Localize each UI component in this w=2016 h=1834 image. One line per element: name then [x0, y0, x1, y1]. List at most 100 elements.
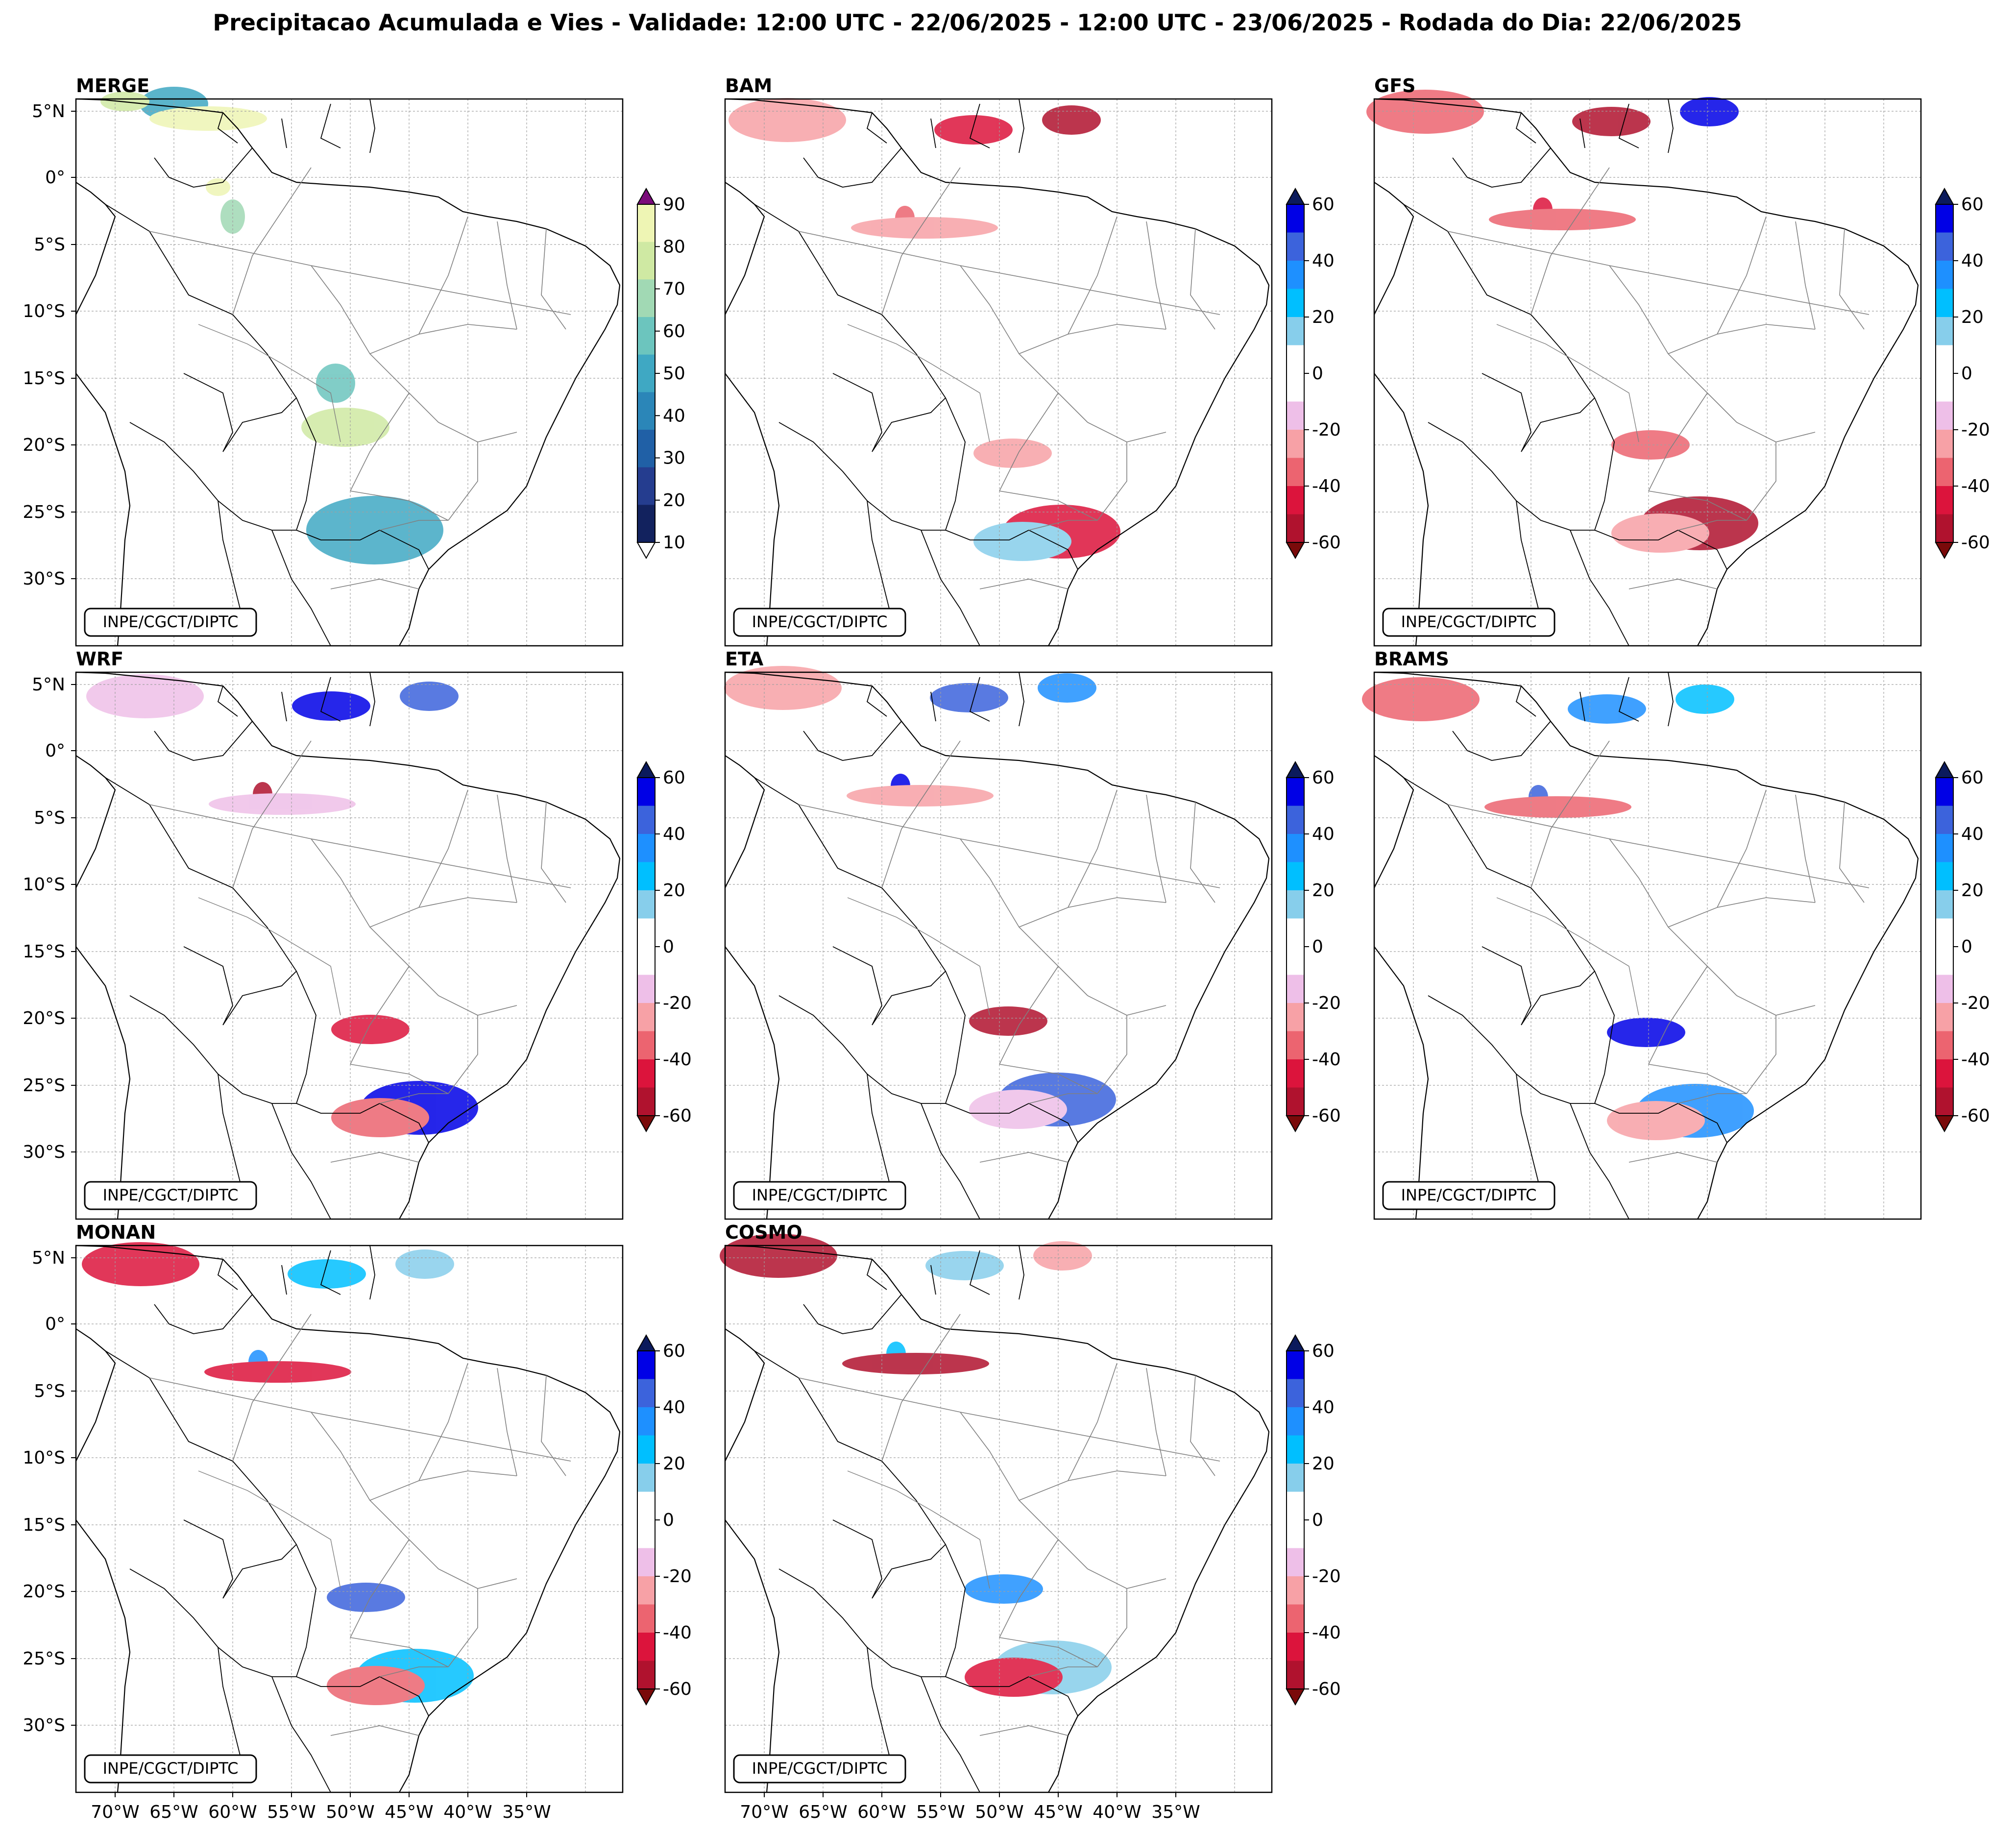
colorbar-tick-label: 20 [663, 490, 685, 511]
colorbar-tick-label: -60 [1961, 1106, 1990, 1126]
field-blob [209, 793, 356, 815]
field-blob [1680, 97, 1739, 126]
colorbar-tick-label: 0 [1961, 937, 1972, 957]
lon-tick-label: 70°W [740, 1802, 788, 1822]
watermark-text: INPE/CGCT/DIPTC [752, 1186, 888, 1204]
colorbar-segment [1287, 975, 1304, 1003]
field-blob [969, 1006, 1047, 1036]
lon-tick-label: 45°W [1034, 1802, 1082, 1822]
colorbar-tick-label: 20 [1961, 880, 1984, 901]
colorbar-segment [1287, 345, 1304, 374]
precip-field [729, 98, 1120, 561]
lat-tick-label: 0° [45, 1314, 65, 1334]
field-blob [400, 682, 459, 711]
lat-tick-label: 5°S [34, 808, 65, 828]
colorbar-segment [1936, 975, 1953, 1003]
colorbar-segment [1287, 1633, 1304, 1661]
colorbar-over-arrow [1935, 760, 1954, 778]
lat-tick-label: 5°N [32, 675, 65, 695]
colorbar-segment [637, 1379, 655, 1408]
colorbar-segment [637, 1548, 655, 1577]
panel-title: ETA [725, 648, 764, 670]
colorbar-segment [1936, 345, 1953, 374]
colorbar-segment [1936, 514, 1953, 543]
field-blob [973, 522, 1071, 561]
colorbar-segment [1287, 232, 1304, 261]
colorbar-under-arrow [1286, 1688, 1305, 1706]
colorbar-tick-label: 60 [663, 768, 685, 788]
map-frame [1373, 671, 1922, 1220]
colorbar-tick-label: 0 [1312, 937, 1323, 957]
colorbar-under-arrow [636, 1115, 656, 1133]
lat-tick-label: 25°S [23, 502, 65, 522]
watermark: INPE/CGCT/DIPTC [733, 608, 906, 637]
colorbar-tick-label: 20 [1312, 1454, 1335, 1474]
colorbar-segment [637, 354, 655, 392]
map-frame [75, 1245, 624, 1793]
colorbar-segment [1287, 834, 1304, 862]
colorbar-segment [637, 1031, 655, 1060]
field-blob [851, 217, 998, 239]
colorbar-over-arrow [636, 1334, 656, 1351]
lon-tick-label: 55°W [916, 1802, 965, 1822]
lat-tick-label: 20°S [23, 1582, 65, 1602]
colorbar-segment [637, 279, 655, 318]
field-blob [331, 1098, 429, 1137]
colorbar-tick-label: -60 [1312, 533, 1341, 553]
colorbar-segment [637, 1661, 655, 1689]
colorbar-segment [1287, 373, 1304, 402]
colorbar-tick-label: -60 [663, 1679, 692, 1699]
colorbar-segment [1936, 834, 1953, 862]
colorbar-tick-label: -20 [663, 993, 692, 1013]
field-blob [720, 1234, 837, 1278]
colorbar: 60 40 20 0 -20 -40 -60 [1286, 187, 1341, 560]
colorbar-tick-label: 40 [1961, 824, 1984, 844]
watermark-text: INPE/CGCT/DIPTC [103, 612, 239, 631]
panel-title: WRF [76, 648, 123, 670]
precip-field [1362, 677, 1754, 1140]
map-area [725, 672, 1272, 1219]
field-blob [1484, 796, 1631, 818]
colorbar-segment [637, 890, 655, 919]
colorbar-segment [1287, 1407, 1304, 1436]
panel-monan: MONAN INPE/CGCT/DIPTC 5°N 0° 5°S 10°S 15°S 20°S… [23, 1222, 691, 1822]
colorbar-segment [1936, 1087, 1953, 1116]
colorbar: 60 40 20 0 -20 -40 -60 [1935, 760, 1990, 1133]
colorbar-segment [1287, 947, 1304, 975]
colorbar-tick-label: 10 [663, 533, 685, 553]
colorbar-segment [1287, 1576, 1304, 1605]
colorbar-tick-label: -40 [1312, 1050, 1341, 1070]
colorbar-tick-label: 50 [663, 364, 685, 384]
colorbar-under-arrow [1935, 542, 1954, 560]
colorbar-tick-label: -60 [1961, 533, 1990, 553]
colorbar-segment [637, 975, 655, 1003]
field-blob [930, 683, 1008, 712]
colorbar-segment [1936, 317, 1953, 345]
colorbar-segment [1287, 806, 1304, 834]
lat-tick-label: 10°S [23, 875, 65, 895]
colorbar-segment [1287, 1379, 1304, 1408]
colorbar-tick-label: -40 [663, 1050, 692, 1070]
lat-tick-label: 30°S [23, 569, 65, 589]
lon-tick-label: 70°W [91, 1802, 139, 1822]
colorbar-segment [637, 778, 655, 806]
colorbar-segment [1936, 778, 1953, 806]
colorbar-segment [637, 505, 655, 543]
map-frame [724, 1245, 1273, 1793]
precip-field [724, 666, 1116, 1129]
field-blob [965, 1658, 1063, 1697]
watermark-text: INPE/CGCT/DIPTC [752, 1759, 888, 1778]
colorbar-segment [1287, 261, 1304, 289]
lat-tick-label: 15°S [23, 368, 65, 389]
colorbar-segment [1287, 1464, 1304, 1492]
colorbar-tick-label: -20 [663, 1566, 692, 1587]
colorbar-segment [637, 317, 655, 355]
colorbar-segment [1936, 204, 1953, 233]
field-blob [847, 785, 994, 807]
watermark-text: INPE/CGCT/DIPTC [1401, 1186, 1537, 1204]
watermark: INPE/CGCT/DIPTC [733, 1754, 906, 1784]
map-frame [724, 98, 1273, 647]
colorbar-segment [637, 1520, 655, 1548]
field-blob [1676, 685, 1734, 714]
